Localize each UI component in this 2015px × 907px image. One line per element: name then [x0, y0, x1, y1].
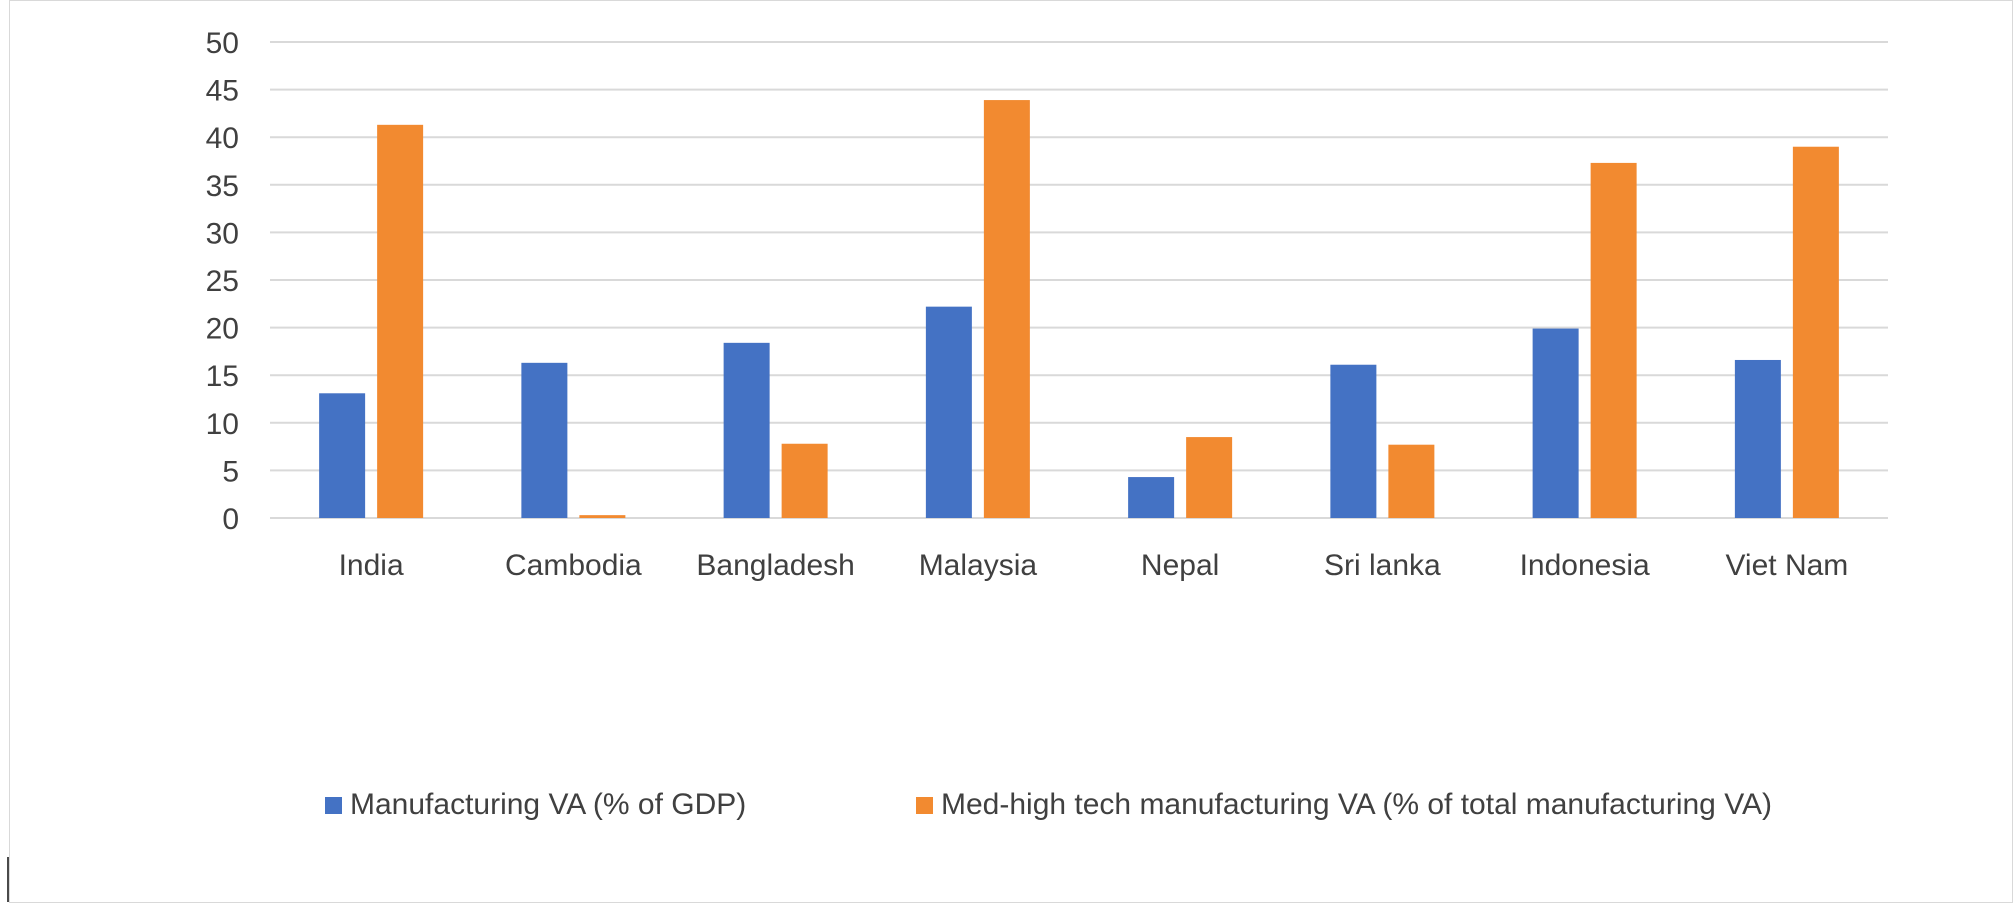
y-tick-label: 25: [206, 265, 239, 298]
bar-nepal-series-2: [1186, 437, 1233, 518]
x-category-label: India: [339, 549, 404, 582]
y-tick-label: 20: [206, 313, 239, 346]
bar-viet-nam-series-1: [1734, 359, 1781, 518]
legend-label-series-1: Manufacturing VA (% of GDP): [350, 788, 747, 821]
legend-label-series-2: Med-high tech manufacturing VA (% of tot…: [941, 788, 1772, 821]
bar-bangladesh-series-2: [781, 443, 828, 518]
x-category-label: Malaysia: [919, 549, 1038, 582]
bar-india-series-2: [377, 124, 424, 518]
x-category-label: Sri lanka: [1324, 549, 1441, 582]
bar-indonesia-series-1: [1532, 328, 1579, 518]
bar-india-series-1: [319, 393, 366, 518]
bar-nepal-series-1: [1128, 477, 1175, 518]
bar-sri-lanka-series-1: [1330, 364, 1377, 518]
y-tick-label: 30: [206, 217, 239, 250]
bar-viet-nam-series-2: [1792, 146, 1839, 518]
gridlines: [270, 41, 1888, 519]
bar-malaysia-series-2: [983, 100, 1030, 519]
x-category-label: Viet Nam: [1725, 549, 1848, 582]
x-category-label: Bangladesh: [696, 549, 854, 582]
x-category-label: Indonesia: [1520, 549, 1650, 582]
legend-item-manufacturing-va: Manufacturing VA (% of GDP): [325, 788, 746, 822]
legend-swatch-series-2: [916, 796, 933, 814]
text-cursor-mark: [7, 857, 9, 902]
y-tick-label: 10: [206, 408, 239, 441]
y-tick-label: 35: [206, 170, 239, 203]
bar-cambodia-series-1: [521, 362, 568, 518]
x-axis-category-labels: India Cambodia Bangladesh Malaysia Nepal Sri …: [339, 549, 1849, 582]
bars: [319, 100, 1839, 519]
x-category-label: Nepal: [1141, 549, 1219, 582]
y-tick-label: 15: [206, 360, 239, 393]
legend-swatch-series-1: [325, 796, 342, 814]
y-tick-label: 45: [206, 75, 239, 108]
y-tick-label: 5: [222, 455, 239, 488]
bar-malaysia-series-1: [925, 306, 972, 518]
bar-sri-lanka-series-2: [1388, 444, 1435, 518]
y-tick-label: 50: [206, 27, 239, 60]
y-tick-label: 0: [222, 503, 239, 536]
y-axis-tick-labels: 0 5 10 15 20 25 30 35 40 45 50: [206, 27, 239, 536]
bar-indonesia-series-2: [1590, 162, 1637, 519]
x-category-label: Cambodia: [505, 549, 642, 582]
bar-bangladesh-series-1: [723, 342, 770, 518]
bar-cambodia-series-2: [579, 515, 626, 518]
legend-item-med-high-tech-va: Med-high tech manufacturing VA (% of tot…: [916, 788, 1772, 822]
y-tick-label: 40: [206, 122, 239, 155]
